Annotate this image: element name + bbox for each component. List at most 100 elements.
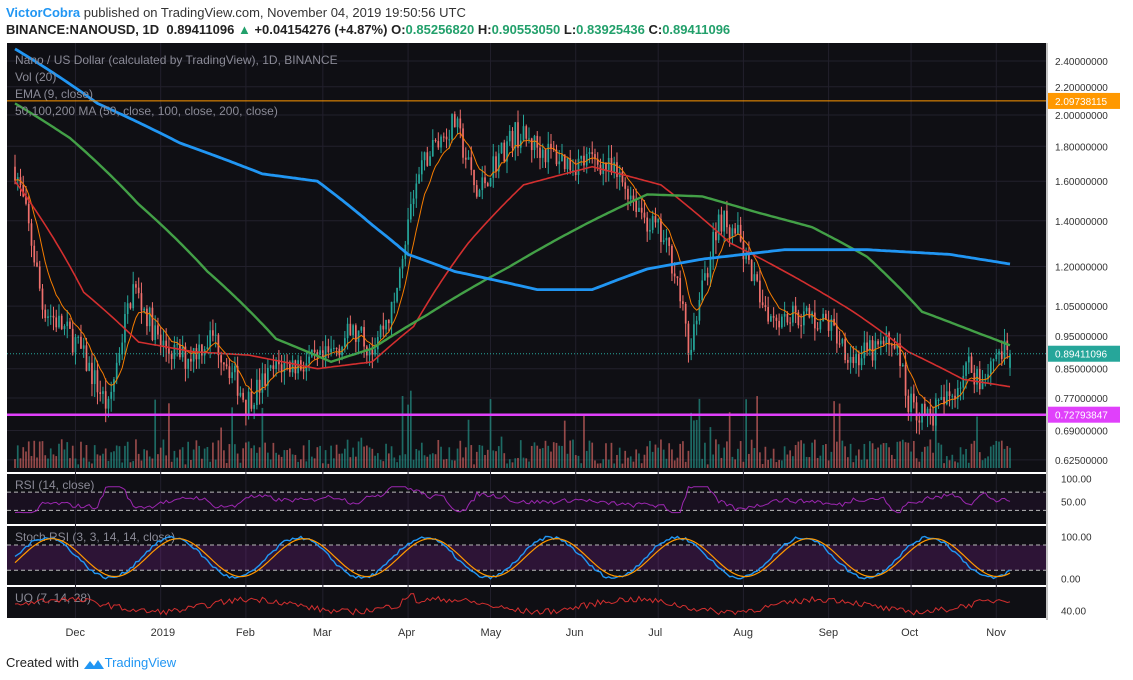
- volume-bar: [258, 447, 261, 468]
- candle-body: [783, 313, 786, 317]
- candle-body: [857, 354, 860, 366]
- candle-body: [693, 324, 695, 350]
- volume-bar: [811, 442, 813, 468]
- indicator-axis-tick: 40.00: [1061, 607, 1086, 618]
- author-link[interactable]: VictorCobra: [6, 5, 81, 20]
- volume-bar: [245, 442, 247, 468]
- volume-bar: [693, 420, 695, 468]
- volume-bar: [49, 448, 52, 468]
- candle-body: [596, 159, 599, 165]
- volume-bar: [745, 399, 748, 468]
- candle-body: [767, 307, 769, 322]
- candle-body: [715, 231, 717, 241]
- candle-body: [846, 359, 849, 363]
- candle-body: [412, 198, 415, 205]
- candle-body: [879, 340, 882, 345]
- candle-body: [58, 315, 60, 328]
- volume-bar: [14, 459, 16, 468]
- volume-bar: [825, 444, 827, 468]
- tradingview-logo-icon: [83, 659, 104, 669]
- candle-body: [684, 303, 687, 324]
- candle-body: [63, 326, 66, 330]
- candle-body: [665, 237, 668, 241]
- candle-body: [544, 149, 547, 163]
- volume-bar: [759, 452, 761, 468]
- volume-bar: [690, 412, 693, 468]
- volume-bar: [363, 446, 365, 468]
- volume-bar: [970, 443, 973, 468]
- candle-body: [778, 320, 780, 328]
- volume-bar: [475, 451, 478, 468]
- volume-bar: [415, 448, 418, 468]
- volume-bar: [789, 450, 791, 468]
- volume-bar: [63, 449, 66, 468]
- candle-body: [451, 114, 453, 140]
- candle-body: [176, 344, 179, 346]
- volume-bar: [503, 453, 506, 468]
- volume-bar: [261, 407, 264, 468]
- volume-bar: [734, 459, 737, 468]
- candle-body: [822, 313, 824, 322]
- candle-body: [209, 330, 212, 348]
- tradingview-brand-link[interactable]: TradingView: [104, 655, 177, 670]
- volume-bar: [772, 448, 775, 468]
- volume-bar: [376, 453, 379, 468]
- volume-bar: [335, 444, 338, 468]
- volume-bar: [324, 450, 327, 468]
- volume-bar: [654, 444, 657, 468]
- volume-bar: [712, 454, 715, 468]
- candle-body: [723, 210, 726, 232]
- candle-body: [223, 362, 225, 365]
- volume-bar: [396, 462, 398, 468]
- volume-bar: [547, 445, 550, 468]
- volume-bar: [151, 458, 154, 468]
- price-axis-tick: 0.69000000: [1055, 427, 1108, 438]
- indicator-title: RSI (14, close): [15, 478, 94, 492]
- volume-bar: [209, 461, 212, 468]
- volume-bar: [36, 457, 38, 468]
- volume-bar: [489, 399, 492, 468]
- open-value: 0.85256820: [405, 22, 475, 37]
- volume-bar: [159, 447, 162, 468]
- volume-bar: [555, 442, 558, 468]
- volume-bar: [827, 460, 830, 468]
- volume-bar: [643, 454, 646, 468]
- candle-body: [646, 217, 649, 232]
- volume-bar: [412, 459, 415, 468]
- candle-body: [841, 339, 844, 344]
- volume-bar: [231, 407, 233, 468]
- volume-bar: [264, 442, 266, 468]
- volume-bar: [107, 460, 110, 468]
- candle-body: [660, 219, 662, 242]
- volume-bar: [341, 453, 343, 468]
- candle-body: [860, 358, 863, 366]
- created-with-label: Created with: [6, 655, 79, 670]
- candle-body: [99, 392, 102, 394]
- candle-body: [533, 135, 536, 151]
- candle-body: [159, 334, 162, 346]
- candle-body: [511, 130, 514, 149]
- candle-body: [836, 325, 838, 344]
- volume-bar: [451, 460, 453, 468]
- candle-body: [737, 224, 739, 234]
- volume-bar: [497, 446, 500, 468]
- volume-bar: [275, 452, 277, 468]
- volume-bar: [162, 439, 165, 468]
- level-badge-resistance: [1048, 92, 1120, 109]
- candle-body: [605, 162, 607, 170]
- x-axis-label: Jun: [566, 627, 584, 639]
- volume-bar: [434, 454, 437, 468]
- volume-bar: [583, 415, 585, 468]
- candle-body: [888, 332, 890, 345]
- candle-body: [558, 161, 561, 165]
- candle-body: [756, 274, 758, 281]
- candle-body: [885, 332, 888, 344]
- candle-body: [621, 171, 624, 183]
- volume-bar: [552, 442, 555, 468]
- trading-chart[interactable]: 2.40000000 2.20000000 2.00000000 1.80000000…: [0, 40, 1133, 645]
- legend-entry: EMA (9, close): [15, 87, 93, 101]
- volume-bar: [118, 446, 121, 468]
- candle-body: [687, 323, 690, 355]
- price-axis-tick: 1.40000000: [1055, 217, 1108, 228]
- volume-bar: [819, 455, 822, 468]
